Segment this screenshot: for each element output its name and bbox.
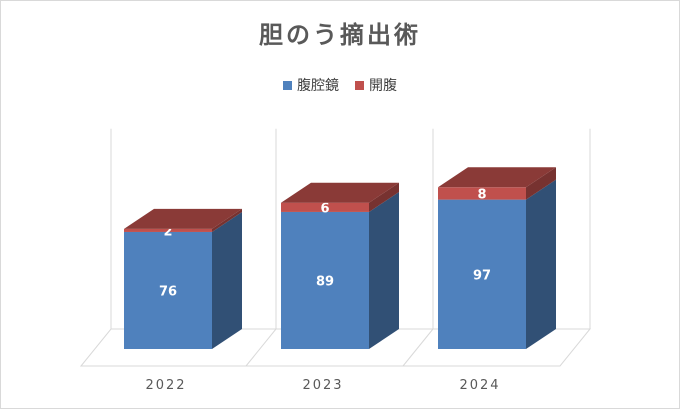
bar-side-2022-0 — [212, 211, 242, 349]
data-label-2024-0: 97 — [473, 268, 491, 283]
legend-swatch-open — [355, 80, 364, 90]
chart-title: 胆のう摘出術 — [259, 21, 421, 49]
data-label-2022-1: 2 — [163, 224, 172, 239]
legend-swatch-laparoscopic — [283, 80, 292, 90]
legend-label-laparoscopic: 腹腔鏡 — [297, 78, 339, 94]
legend-label-open: 開腹 — [369, 78, 397, 94]
data-label-2023-0: 89 — [316, 274, 334, 289]
category-label-2023: 2023 — [302, 378, 343, 393]
floor-divider — [245, 328, 277, 367]
bar-front-2023-0 — [281, 211, 369, 349]
bar-side-2022-1 — [212, 208, 242, 232]
data-label-2024-1: 8 — [477, 187, 486, 202]
bar-front-2024-0 — [438, 199, 526, 349]
legend-item-open: 開腹 — [355, 75, 397, 95]
data-label-2023-1: 6 — [320, 201, 329, 216]
data-label-2022-0: 76 — [159, 284, 177, 299]
bar-top-2024 — [438, 167, 556, 188]
category-label-2022: 2022 — [145, 378, 186, 393]
bar-front-2022-1 — [124, 228, 212, 232]
bar-side-2023-0 — [369, 191, 399, 349]
bar-front-2022-0 — [124, 231, 212, 349]
bar-side-2024-0 — [526, 179, 556, 349]
legend: 腹腔鏡 開腹 — [1, 75, 679, 95]
bar-front-2024-1 — [438, 187, 526, 200]
bar-side-2024-1 — [526, 167, 556, 200]
legend-item-laparoscopic: 腹腔鏡 — [283, 75, 339, 95]
bar-side-2023-1 — [369, 182, 399, 212]
floor-outline — [79, 328, 592, 367]
bar-top-2023 — [281, 182, 399, 203]
bar-front-2023-1 — [281, 202, 369, 212]
bar-top-2022 — [124, 208, 242, 229]
category-label-2024: 2024 — [459, 378, 500, 393]
floor-divider — [402, 328, 434, 367]
